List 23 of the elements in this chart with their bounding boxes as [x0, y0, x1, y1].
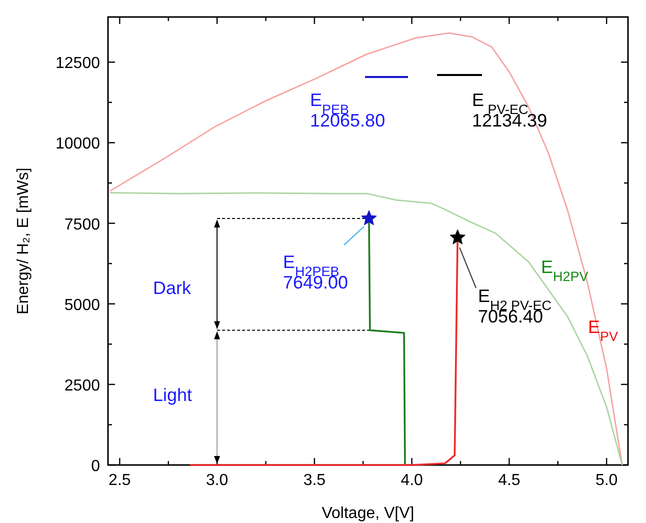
annotation: E$_{H2PEB}$ 7649.00 — [283, 252, 348, 293]
y-axis-title: Energy/ H₂, E [mWs] — [15, 168, 32, 314]
text: 4.0 — [400, 472, 423, 489]
y-tick-label: 5000 — [64, 296, 100, 314]
series-label: E$_{H2PV}$ — [541, 257, 588, 284]
y-tick-label: 2500 — [64, 377, 100, 394]
y-tick-label: 10000 — [56, 136, 100, 153]
annotation: Light — [153, 385, 192, 405]
annotation: E$_{H2 PV-EC}$ 7056.40 — [478, 286, 552, 327]
text: 3.0 — [206, 472, 228, 489]
x-tick-label: 3.5 — [303, 472, 326, 489]
series-label: E$_{PV}$ — [588, 317, 618, 344]
annotation: E$_{PEB}$ 12065.80 — [310, 90, 386, 131]
x-tick-label: 2.5 — [108, 472, 131, 489]
annotation: Dark — [153, 278, 192, 298]
y-tick-label: 7500 — [64, 216, 100, 234]
annotation: E $_{PV-EC}$ 12134.39 — [472, 90, 548, 131]
text: 5.0 — [595, 472, 618, 489]
line-series — [109, 192, 623, 466]
x-axis-title: Voltage, V[V] — [322, 505, 414, 522]
x-tick-label: 4.5 — [498, 472, 520, 489]
y-tick-label: 0 — [91, 458, 100, 475]
y-tick-label: 12500 — [56, 55, 100, 72]
